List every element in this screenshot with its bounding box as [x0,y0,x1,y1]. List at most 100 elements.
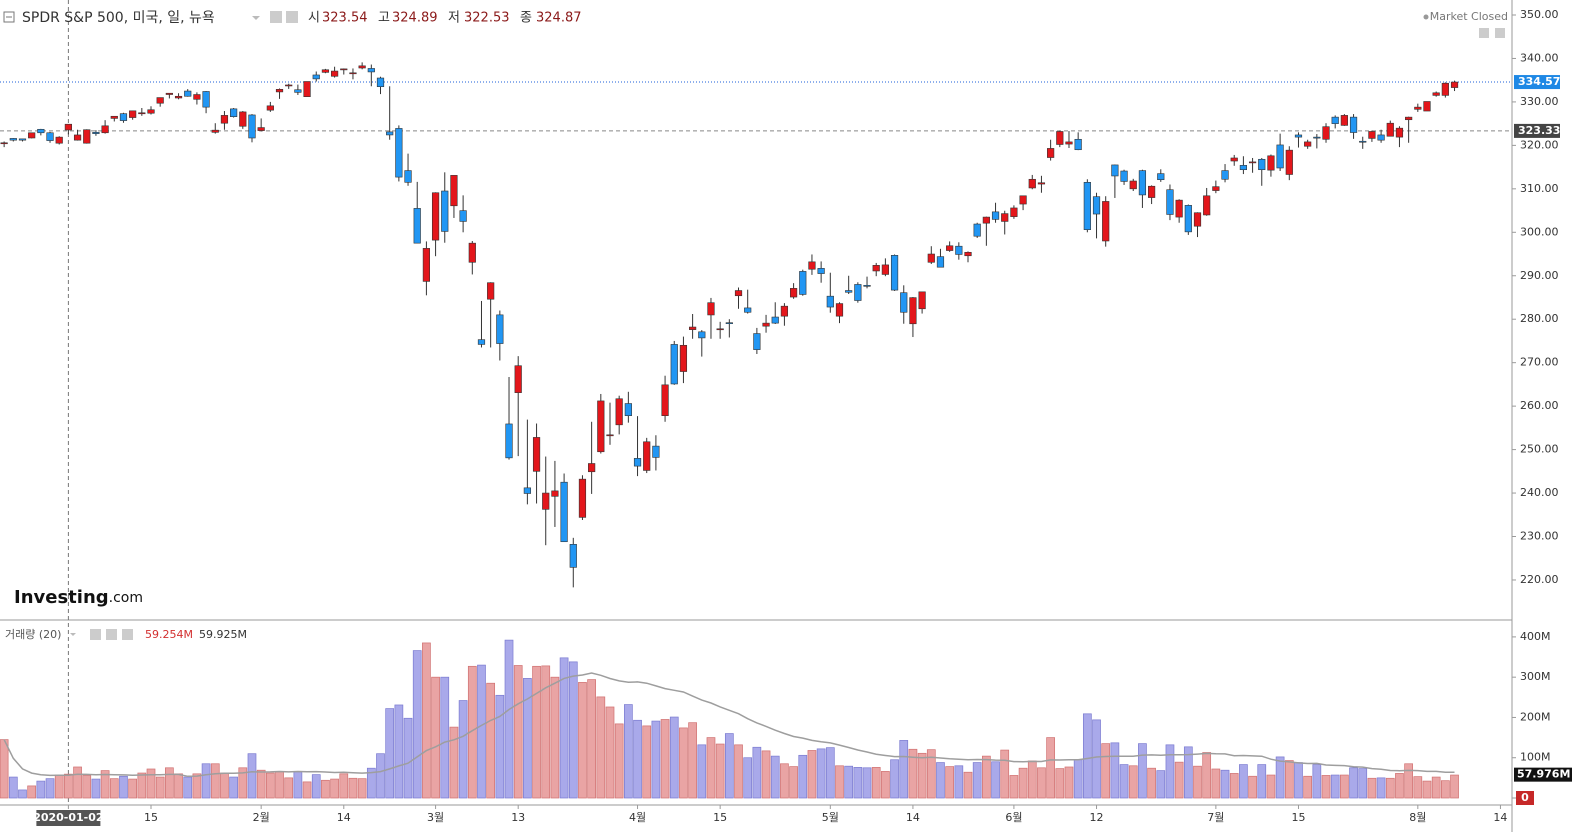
dropdown-icon[interactable] [70,633,76,636]
candle-body [1148,185,1156,198]
settings-icon[interactable] [270,11,282,23]
volume-bar [853,767,863,799]
volume-bar [155,776,165,799]
volume-bar [1220,769,1230,799]
volume-bar [908,748,918,799]
settings-icon[interactable] [90,629,101,640]
scroll-icon[interactable] [1495,28,1505,38]
volume-bar [587,679,596,799]
settings-icon[interactable] [286,11,298,23]
candle-body [762,322,770,327]
volume-bar [835,765,844,799]
volume-bar [1358,768,1368,799]
candle-body [1074,138,1082,151]
candle-body [1414,106,1422,110]
volume-bar [513,665,523,799]
y-tick-label: 330.00 [1520,95,1559,108]
candle-body [1368,131,1376,139]
close-icon[interactable] [122,629,133,640]
volume-bar [201,763,211,799]
volume-bar [1000,749,1010,799]
volume-tag-label: 57.976M [1517,768,1570,781]
low-label: 저 [448,11,460,26]
volume-bar [899,740,909,799]
candle-body [193,94,201,100]
collapse-icon[interactable] [3,11,15,23]
candle-body [936,256,945,268]
candle-body [129,110,137,118]
candle-body [872,265,880,272]
volume-bar [311,774,321,799]
settings-icon[interactable] [106,629,117,640]
candle-body [1111,164,1119,177]
volume-bar [238,767,248,799]
candle-body [578,478,587,518]
volume-bar [220,772,229,799]
candle-body [450,175,458,207]
candle-body [92,132,100,134]
volume-bar [1257,764,1267,799]
y-tick-label: 250.00 [1520,443,1559,456]
y-tick-label: 310.00 [1520,182,1559,195]
candle-body [633,458,642,467]
dropdown-icon[interactable] [252,16,260,20]
candle-body [854,284,862,301]
volume-bar [1128,765,1138,799]
y-tick-label: 220.00 [1520,573,1559,586]
volume-bar [183,776,193,799]
volume-bar [82,775,92,799]
candle-body [1019,195,1027,205]
candle-body [1423,101,1431,112]
candle-body [1193,212,1202,227]
symbol-title: SPDR S&P 500, 미국, 일, 뉴욕 [22,10,215,26]
candle-body [1405,116,1413,121]
candle-body [1322,126,1330,140]
candle-body [771,316,779,324]
scroll-icon[interactable] [1479,28,1489,38]
volume-bar [477,664,486,799]
volume-bar [1183,746,1193,799]
volume-ma-line [3,672,1455,778]
volume-bar [991,761,1000,799]
volume-bar [890,759,899,799]
volume-bar [1055,768,1065,799]
candle-body [505,423,513,459]
volume-bar [247,753,257,799]
y-tick-label: 230.00 [1520,530,1559,543]
volume-bar [1303,775,1313,799]
candle-body [285,84,293,87]
x-tick-label: 15 [713,811,727,824]
open-label: 시 [308,11,320,26]
volume-bar [422,642,431,799]
volume-bar [963,771,973,799]
volume-bar [1450,774,1459,799]
volume-bar [642,725,652,799]
low-value: 322.53 [464,11,510,26]
volume-bar [1046,737,1055,799]
volume-bar [0,739,9,799]
candle-body [698,331,706,339]
volume-bar [18,789,27,799]
y-tick-label: 260.00 [1520,399,1559,412]
candle-body [909,297,917,325]
volume-bar [945,766,954,799]
x-tick-label: 4월 [629,811,646,824]
volume-bar [45,778,55,799]
volume-bar [1138,743,1147,799]
candle-body [670,344,678,385]
candle-body [487,282,495,300]
candle-body [716,328,724,331]
x-tick-label: 5월 [822,811,839,824]
candle-body [1331,116,1339,124]
market-status: Market Closed [1430,10,1508,23]
volume-bar [348,777,358,799]
candle-body [652,445,660,458]
volume-bar [660,719,670,799]
candle-body [826,295,834,308]
volume-bar [275,771,284,799]
volume-bar [36,780,46,799]
logo-name: Investing [14,587,109,608]
crosshair-price-tag [1514,123,1560,138]
volume-bar [568,661,578,799]
